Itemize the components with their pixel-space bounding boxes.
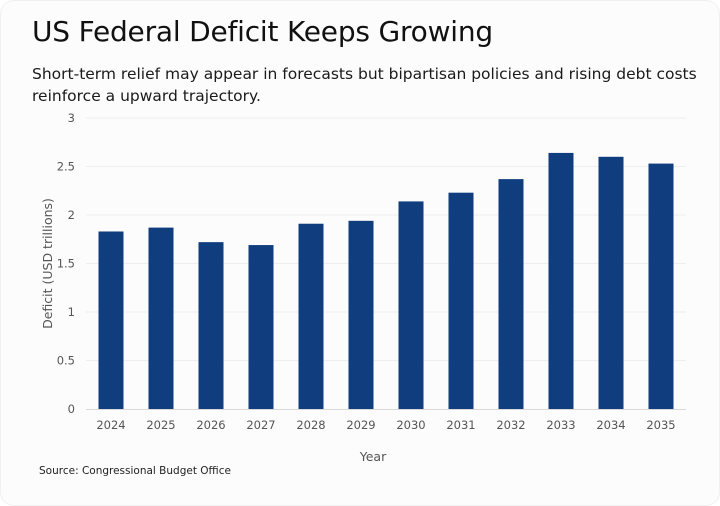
x-axis-label: Year (359, 449, 387, 464)
bar-2032 (498, 179, 524, 409)
x-tick-label: 2024 (96, 418, 125, 432)
x-tick-label: 2029 (346, 418, 375, 432)
bar-2034 (598, 156, 624, 409)
y-tick-label: 2.5 (57, 160, 75, 174)
x-tick-label: 2025 (146, 418, 175, 432)
x-tick-label: 2032 (496, 418, 525, 432)
bar-2028 (298, 223, 324, 409)
x-tick-label: 2026 (196, 418, 225, 432)
bar-2029 (348, 220, 374, 409)
y-axis-label: Deficit (USD trillions) (40, 198, 55, 329)
x-tick-label: 2035 (646, 418, 675, 432)
bar-2024 (98, 231, 124, 409)
x-tick-label: 2027 (246, 418, 275, 432)
gridlines (86, 117, 686, 361)
y-tick-label: 0 (68, 402, 75, 416)
x-tick-label: 2030 (396, 418, 425, 432)
bar-2030 (398, 201, 424, 409)
chart-title: US Federal Deficit Keeps Growing (32, 15, 494, 48)
source-note: Source: Congressional Budget Office (39, 465, 231, 477)
bar-2033 (548, 152, 574, 410)
y-tick-label: 2 (68, 208, 75, 222)
bar-2031 (448, 192, 474, 409)
y-tick-label: 3 (68, 111, 75, 125)
y-tick-label: 0.5 (57, 354, 75, 368)
chart-subtitle: Short-term relief may appear in forecast… (32, 65, 697, 105)
x-tick-label: 2028 (296, 418, 325, 432)
x-tick-labels: 2024 2025 2026 2027 2028 2029 2030 2031 2032 2033… (96, 418, 675, 432)
x-tick-label: 2034 (596, 418, 625, 432)
y-tick-label: 1.5 (57, 257, 75, 271)
bar-2035 (648, 163, 674, 409)
bar-2025 (148, 227, 174, 409)
x-tick-label: 2031 (446, 418, 475, 432)
y-tick-label: 1 (68, 305, 75, 319)
bar-2026 (198, 242, 224, 409)
bars (98, 152, 674, 410)
x-tick-label: 2033 (546, 418, 575, 432)
y-tick-labels: 0 0.5 1 1.5 2 2.5 3 (57, 111, 75, 416)
bar-2027 (248, 245, 274, 409)
